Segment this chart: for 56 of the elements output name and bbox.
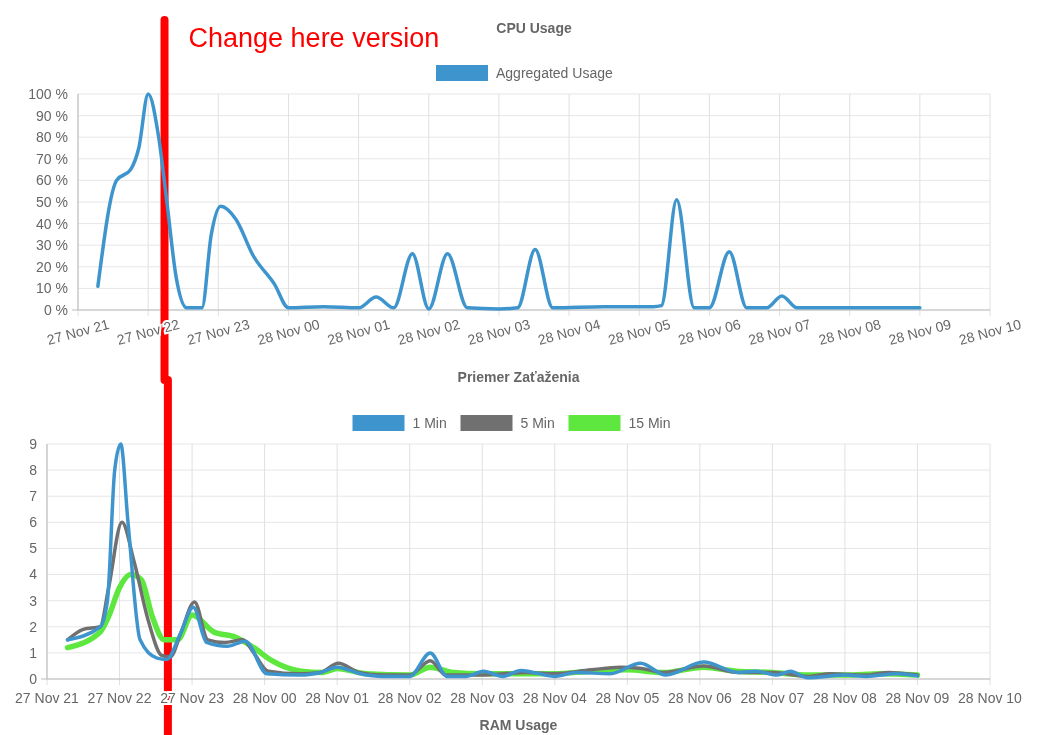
x-tick-label: 28 Nov 09 [885,690,950,706]
y-tick-label: 20 % [36,258,68,275]
y-tick-label: 0 % [43,301,68,318]
x-tick-label: 28 Nov 08 [813,690,878,706]
x-tick-label: 28 Nov 01 [325,315,392,348]
y-tick-label: 80 % [36,129,68,146]
x-tick-label: 28 Nov 07 [746,315,813,348]
x-tick-label: 28 Nov 02 [377,690,442,706]
y-tick-label: 30 % [36,237,68,254]
x-tick-label: 27 Nov 21 [15,690,80,706]
x-tick-label: 28 Nov 04 [536,315,603,348]
x-tick-label: 27 Nov 22 [115,315,182,348]
x-tick-label: 28 Nov 03 [466,315,532,348]
y-tick-label: 1 [29,644,38,661]
y-tick-label: 50 % [36,193,68,210]
y-tick-label: 70 % [36,150,68,167]
ref-line-label: Change here version [188,23,440,53]
chart-title: CPU Usage [496,20,572,36]
x-tick-label: 28 Nov 10 [958,690,1023,706]
x-tick-label: 28 Nov 07 [740,690,805,706]
x-tick-label: 27 Nov 21 [45,315,112,348]
text: RAM Usage [479,717,558,733]
y-tick-label: 3 [29,592,38,609]
x-tick-label: 28 Nov 00 [232,690,297,706]
y-tick-label: 2 [29,618,38,635]
x-tick-label: 28 Nov 06 [667,690,732,706]
y-tick-label: 4 [29,566,38,583]
legend-label: 1 Min [412,414,447,431]
x-tick-label: 28 Nov 06 [676,315,743,348]
x-tick-label: 28 Nov 00 [255,315,322,348]
x-tick-label: 28 Nov 05 [606,315,673,348]
y-tick-label: 5 [29,540,38,557]
x-tick-label: 28 Nov 04 [522,690,587,706]
y-tick-label: 60 % [36,172,68,189]
x-tick-label: 27 Nov 22 [87,690,152,706]
y-tick-label: 9 [29,435,38,452]
legend-label: 15 Min [628,414,671,431]
x-tick-label: 27 Nov 23 [185,315,252,348]
x-tick-label: 28 Nov 02 [395,315,462,348]
x-tick-label: 28 Nov 01 [305,690,370,706]
y-tick-label: 40 % [36,215,68,232]
y-tick-label: 0 [29,670,38,687]
y-tick-label: 7 [29,488,38,505]
y-tick-label: 6 [29,514,38,531]
legend-label: 5 Min [520,414,555,431]
y-tick-label: 10 % [36,280,68,297]
x-tick-label: 28 Nov 09 [886,315,953,348]
x-tick-label: 28 Nov 10 [957,315,1024,348]
x-tick-label: 28 Nov 05 [595,690,660,706]
x-tick-label: 28 Nov 08 [816,315,883,348]
y-tick-label: 90 % [36,107,68,124]
y-tick-label: 8 [29,462,38,479]
legend-label: Aggregated Usage [496,64,613,81]
y-tick-label: 100 % [28,85,68,102]
chart-title: Priemer Zaťaženia [457,369,580,385]
x-tick-label: 28 Nov 03 [450,690,515,706]
